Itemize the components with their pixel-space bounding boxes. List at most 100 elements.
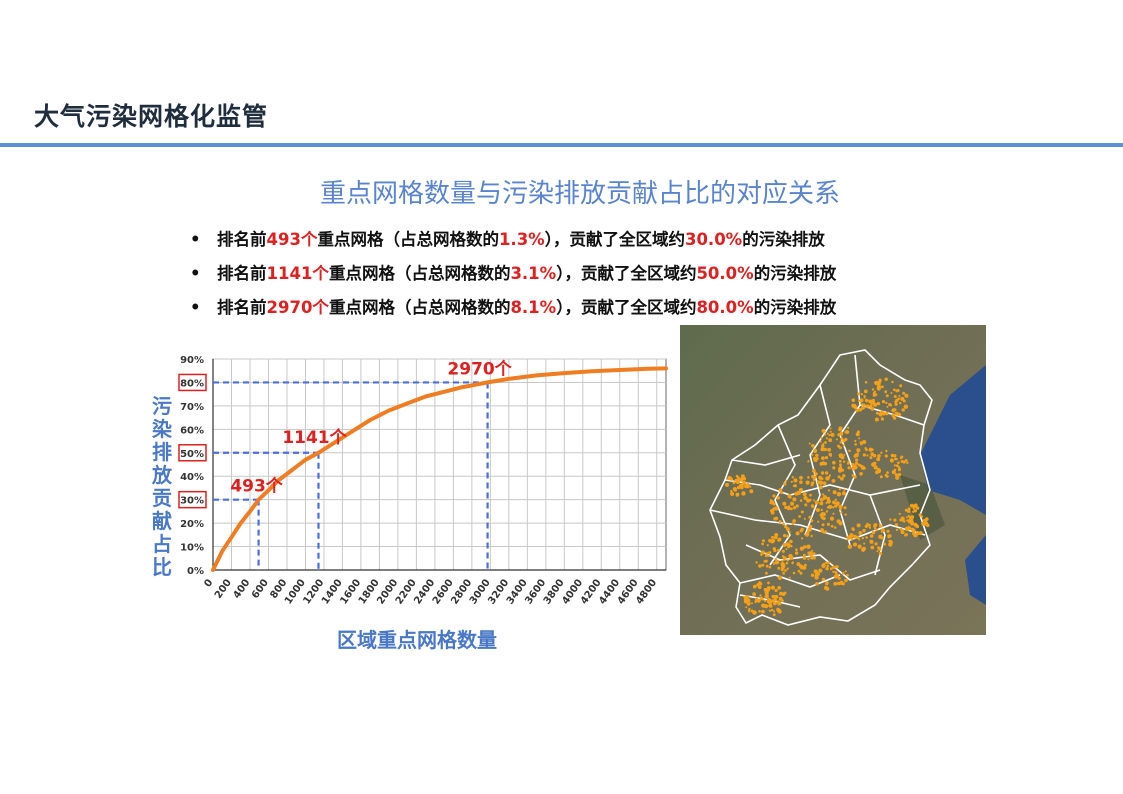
grid-point [825, 566, 829, 571]
grid-point [815, 508, 820, 512]
grid-point [843, 506, 847, 510]
grid-point [908, 518, 911, 521]
grid-point [841, 491, 846, 496]
grid-point [886, 405, 889, 408]
grid-point [780, 568, 784, 572]
grid-point [840, 437, 844, 440]
grid-point [875, 411, 879, 415]
grid-point [869, 539, 872, 542]
grid-point [862, 528, 866, 533]
grid-point [844, 513, 847, 516]
grid-point [854, 443, 857, 446]
grid-point [904, 533, 908, 537]
grid-point [864, 524, 868, 528]
grid-point [800, 510, 804, 514]
grid-point [852, 464, 856, 468]
grid-point [826, 432, 829, 435]
grid-point [802, 492, 807, 497]
grid-point [841, 582, 845, 586]
grid-point [863, 396, 866, 399]
grid-point [864, 398, 869, 403]
grid-point [884, 390, 888, 394]
y-tick-label: 60% [180, 425, 204, 436]
grid-point [833, 526, 837, 529]
grid-point [913, 503, 918, 508]
grid-point [880, 530, 883, 533]
grid-point [826, 522, 830, 526]
grid-point [746, 485, 750, 489]
annotation-label: 2970个 [447, 358, 512, 379]
page-title: 大气污染网格化监管 [34, 102, 269, 131]
grid-point [810, 534, 813, 538]
grid-point [851, 398, 856, 402]
grid-point [878, 551, 883, 556]
grid-point [769, 502, 772, 505]
grid-point [885, 401, 888, 405]
grid-point [858, 538, 861, 541]
grid-point [792, 571, 796, 575]
bullet-item: • 排名前493个重点网格（占总网格数的1.3%），贡献了全区域约30.0%的污染… [190, 230, 825, 249]
grid-point [792, 519, 796, 523]
grid-point [811, 453, 814, 456]
grid-point [765, 564, 769, 568]
grid-point [853, 534, 857, 539]
grid-point [894, 411, 899, 416]
grid-point [818, 568, 823, 573]
grid-point [855, 408, 859, 413]
grid-point [785, 542, 790, 547]
grid-point [889, 543, 892, 546]
grid-point [870, 545, 875, 550]
grid-point [820, 508, 823, 512]
grid-point [825, 582, 829, 586]
grid-point [769, 499, 773, 502]
grid-point [835, 565, 839, 569]
grid-point [863, 395, 866, 398]
grid-point [890, 453, 895, 458]
grid-point [764, 589, 768, 592]
grid-point [834, 498, 837, 501]
grid-point [871, 530, 876, 535]
grid-point [828, 504, 833, 509]
grid-point [764, 554, 768, 558]
grid-point [782, 556, 787, 561]
grid-point [859, 441, 863, 445]
grid-point [843, 488, 846, 491]
grid-point [820, 444, 825, 448]
grid-point [779, 591, 783, 596]
grid-point [839, 431, 844, 436]
grid-point [847, 466, 851, 470]
grid-point [854, 439, 857, 443]
grid-point [770, 585, 776, 590]
grid-point [778, 610, 782, 614]
grid-point [847, 426, 850, 429]
grid-point [812, 506, 816, 509]
grid-point [871, 448, 874, 451]
grid-point [826, 564, 829, 568]
grid-point [893, 454, 897, 458]
grid-point [808, 442, 811, 445]
grid-point [870, 400, 875, 405]
grid-point [811, 481, 815, 485]
grid-point [792, 506, 797, 510]
grid-point [840, 477, 844, 481]
grid-point [822, 481, 827, 485]
grid-point [891, 380, 894, 384]
grid-point [810, 519, 814, 523]
grid-point [821, 563, 826, 568]
grid-point [808, 551, 813, 556]
grid-point [768, 565, 772, 569]
grid-point [873, 465, 878, 470]
grid-point [823, 462, 828, 466]
grid-point [805, 504, 808, 507]
grid-point [790, 507, 793, 511]
grid-point [835, 438, 838, 441]
grid-point [864, 447, 867, 450]
grid-point [856, 462, 859, 465]
grid-point [831, 479, 836, 483]
grid-point [773, 601, 777, 606]
grid-point [918, 513, 922, 517]
grid-point [786, 527, 790, 532]
grid-point [895, 458, 898, 461]
grid-point [899, 456, 903, 460]
grid-point [773, 598, 777, 602]
